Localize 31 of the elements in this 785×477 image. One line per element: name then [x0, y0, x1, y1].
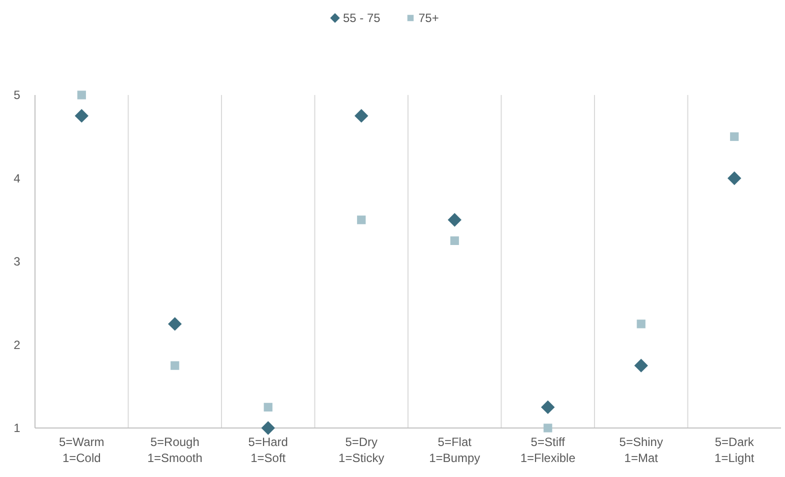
point — [77, 90, 86, 100]
point — [170, 361, 180, 370]
point — [354, 108, 368, 123]
point — [636, 320, 646, 328]
point — [544, 424, 552, 432]
y-tick-label: 4 — [14, 171, 21, 186]
point — [728, 171, 742, 186]
point — [261, 421, 275, 435]
x-tick-label: 5=Dark 1=Light — [714, 435, 755, 465]
x-tick-label: 5=Shiny 1=Mat — [619, 435, 663, 465]
point — [168, 317, 182, 331]
x-tick-label: 5=Warm 1=Cold — [59, 435, 104, 465]
x-tick-label: 5=Rough 1=Smooth — [147, 435, 202, 465]
y-tick-label: 1 — [14, 421, 21, 436]
x-tick-label: 5=Dry 1=Sticky — [338, 435, 384, 465]
point — [634, 358, 648, 372]
point — [541, 400, 555, 414]
y-tick-label: 3 — [14, 254, 21, 269]
point — [448, 213, 462, 227]
x-tick-label: 5=Flat 1=Bumpy — [429, 435, 480, 465]
y-tick-label: 2 — [14, 338, 21, 352]
point — [74, 108, 88, 123]
point — [357, 216, 366, 224]
point — [264, 402, 272, 412]
point — [730, 132, 739, 141]
legend-label: 55 - 75 — [343, 11, 381, 26]
legend-label: 75+ — [418, 11, 439, 26]
point — [450, 236, 459, 246]
y-tick-label: 5 — [14, 88, 21, 102]
x-tick-label: 5=Hard 1=Soft — [248, 435, 288, 465]
x-tick-label: 5=Stiff 1=Flexible — [520, 435, 576, 465]
